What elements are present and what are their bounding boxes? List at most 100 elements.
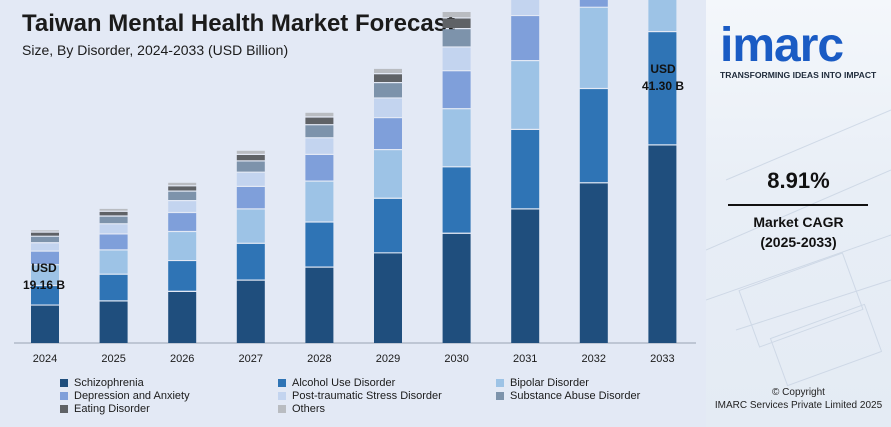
bar-segment-schizophrenia-2027 (236, 280, 265, 343)
bar-segment-alcohol-use-disorder-2026 (168, 261, 197, 291)
bar-segment-post-traumatic-stress-disorder-2026 (168, 201, 197, 212)
cagr-period: (2025-2033) (760, 234, 837, 250)
legend-label: Eating Disorder (74, 402, 150, 415)
chart-legend: Schizophrenia Alcohol Use Disorder Bipolar… (60, 376, 700, 415)
bar-segment-alcohol-use-disorder-2024 (31, 286, 59, 305)
x-tick-label-2028: 2028 (307, 353, 331, 365)
bar-segment-eating-disorder-2025 (99, 211, 128, 216)
copyright-line-1: © Copyright (772, 387, 825, 398)
bar-segment-depression-and-anxiety-2029 (374, 118, 402, 149)
bar-segment-bipolar-disorder-2024 (31, 265, 59, 285)
bar-segment-eating-disorder-2028 (305, 117, 334, 125)
bar-segment-post-traumatic-stress-disorder-2024 (31, 243, 59, 251)
bar-segment-depression-and-anxiety-2027 (236, 187, 265, 209)
bars-group (31, 0, 677, 343)
bar-segment-schizophrenia-2032 (579, 183, 608, 343)
legend-label: Substance Abuse Disorder (510, 389, 641, 402)
bar-segment-schizophrenia-2026 (168, 292, 197, 343)
cagr-value: 8.91% (767, 168, 830, 193)
legend-item-schizophrenia: Schizophrenia (60, 376, 278, 389)
stacked-bar-chart: 2024 2025 2026 2027 2028 2029 2030 2031 2032 2033… (14, 0, 696, 365)
imarc-logo: imarc (720, 19, 844, 72)
bar-segment-post-traumatic-stress-disorder-2025 (99, 224, 128, 234)
bar-segment-eating-disorder-2026 (168, 186, 197, 191)
bar-segment-depression-and-anxiety-2031 (511, 16, 540, 61)
bar-segment-alcohol-use-disorder-2028 (305, 222, 334, 267)
bar-segment-bipolar-disorder-2033 (648, 0, 677, 31)
bar-segment-bipolar-disorder-2028 (305, 181, 334, 222)
bar-segment-bipolar-disorder-2026 (168, 232, 197, 260)
bar-segment-schizophrenia-2028 (305, 267, 334, 343)
legend-label: Alcohol Use Disorder (292, 376, 396, 389)
bar-segment-schizophrenia-2029 (374, 253, 402, 343)
bar-segment-depression-and-anxiety-2026 (168, 213, 197, 231)
first-total-value: 19.16 B (23, 278, 65, 292)
bar-segment-bipolar-disorder-2029 (374, 150, 402, 198)
background-decoration (706, 109, 891, 387)
bar-segment-substance-abuse-disorder-2026 (168, 191, 197, 200)
bar-segment-bipolar-disorder-2032 (579, 7, 608, 88)
legend-swatch (496, 378, 504, 387)
chart-subtitle: Size, By Disorder, 2024-2033 (USD Billio… (22, 42, 289, 58)
bar-segment-bipolar-disorder-2030 (442, 109, 471, 167)
bar-segment-substance-abuse-disorder-2024 (31, 236, 59, 243)
bar-segment-others-2029 (374, 68, 402, 73)
bar-segment-depression-and-anxiety-2024 (31, 251, 59, 265)
x-tick-label-2024: 2024 (33, 353, 57, 365)
bar-segment-schizophrenia-2030 (442, 233, 471, 343)
bar-segment-depression-and-anxiety-2032 (579, 0, 608, 7)
cagr-label: Market CAGR (753, 214, 844, 230)
bar-segment-post-traumatic-stress-disorder-2028 (305, 138, 334, 154)
bar-segment-eating-disorder-2024 (31, 232, 59, 236)
legend-swatch (60, 404, 68, 413)
bar-segment-bipolar-disorder-2027 (236, 209, 265, 243)
x-tick-label-2026: 2026 (170, 353, 194, 365)
bar-segment-substance-abuse-disorder-2027 (236, 161, 265, 172)
legend-label: Bipolar Disorder (510, 376, 589, 389)
legend-swatch (496, 391, 504, 400)
copyright-line-2: IMARC Services Private Limited 2025 (714, 400, 883, 411)
bar-segment-post-traumatic-stress-disorder-2027 (236, 172, 265, 186)
legend-item-others: Others (278, 402, 496, 415)
x-tick-label-2029: 2029 (376, 353, 400, 365)
bar-segment-post-traumatic-stress-disorder-2029 (374, 98, 402, 117)
bar-segment-schizophrenia-2024 (31, 305, 59, 343)
legend-item-eating-disorder: Eating Disorder (60, 402, 278, 415)
bar-segment-others-2025 (99, 208, 128, 211)
copyright-notice: © Copyright IMARC Services Private Limit… (706, 386, 891, 412)
legend-item-bipolar-disorder: Bipolar Disorder (496, 376, 696, 389)
legend-swatch (278, 391, 286, 400)
legend-label: Others (292, 402, 326, 415)
last-total-value: 41.30 B (642, 79, 684, 93)
bar-segment-eating-disorder-2029 (374, 74, 402, 82)
bar-segment-substance-abuse-disorder-2029 (374, 83, 402, 98)
bar-segment-others-2027 (236, 150, 265, 154)
bar-segment-alcohol-use-disorder-2031 (511, 130, 540, 209)
bar-segment-substance-abuse-disorder-2025 (99, 216, 128, 224)
bar-segment-eating-disorder-2027 (236, 155, 265, 161)
bar-segment-alcohol-use-disorder-2030 (442, 167, 471, 233)
legend-swatch (60, 378, 68, 387)
bar-segment-others-2024 (31, 230, 59, 232)
cagr-divider (728, 204, 868, 206)
legend-label: Post-traumatic Stress Disorder (292, 389, 442, 402)
bar-segment-others-2030 (442, 12, 471, 18)
bar-segment-eating-disorder-2030 (442, 18, 471, 28)
x-tick-label-2030: 2030 (444, 353, 468, 365)
x-tick-label-2032: 2032 (582, 353, 606, 365)
bar-segment-depression-and-anxiety-2030 (442, 71, 471, 109)
x-tick-label-2025: 2025 (101, 353, 125, 365)
legend-label: Depression and Anxiety (74, 389, 190, 402)
brand-tagline: TRANSFORMING IDEAS INTO IMPACT (720, 70, 877, 80)
bar-segment-depression-and-anxiety-2028 (305, 155, 334, 181)
x-tick-label-2033: 2033 (650, 353, 674, 365)
legend-item-alcohol-use-disorder: Alcohol Use Disorder (278, 376, 496, 389)
x-tick-label-2027: 2027 (239, 353, 263, 365)
brand-panel: imarc TRANSFORMING IDEAS INTO IMPACT 8.9… (706, 0, 891, 427)
legend-swatch (60, 391, 68, 400)
chart-panel: Taiwan Mental Health Market Forecast Siz… (14, 0, 700, 415)
bar-segment-alcohol-use-disorder-2027 (236, 243, 265, 280)
bar-segment-bipolar-disorder-2031 (511, 61, 540, 129)
bar-segment-schizophrenia-2025 (99, 301, 128, 343)
bar-segment-alcohol-use-disorder-2033 (648, 32, 677, 145)
